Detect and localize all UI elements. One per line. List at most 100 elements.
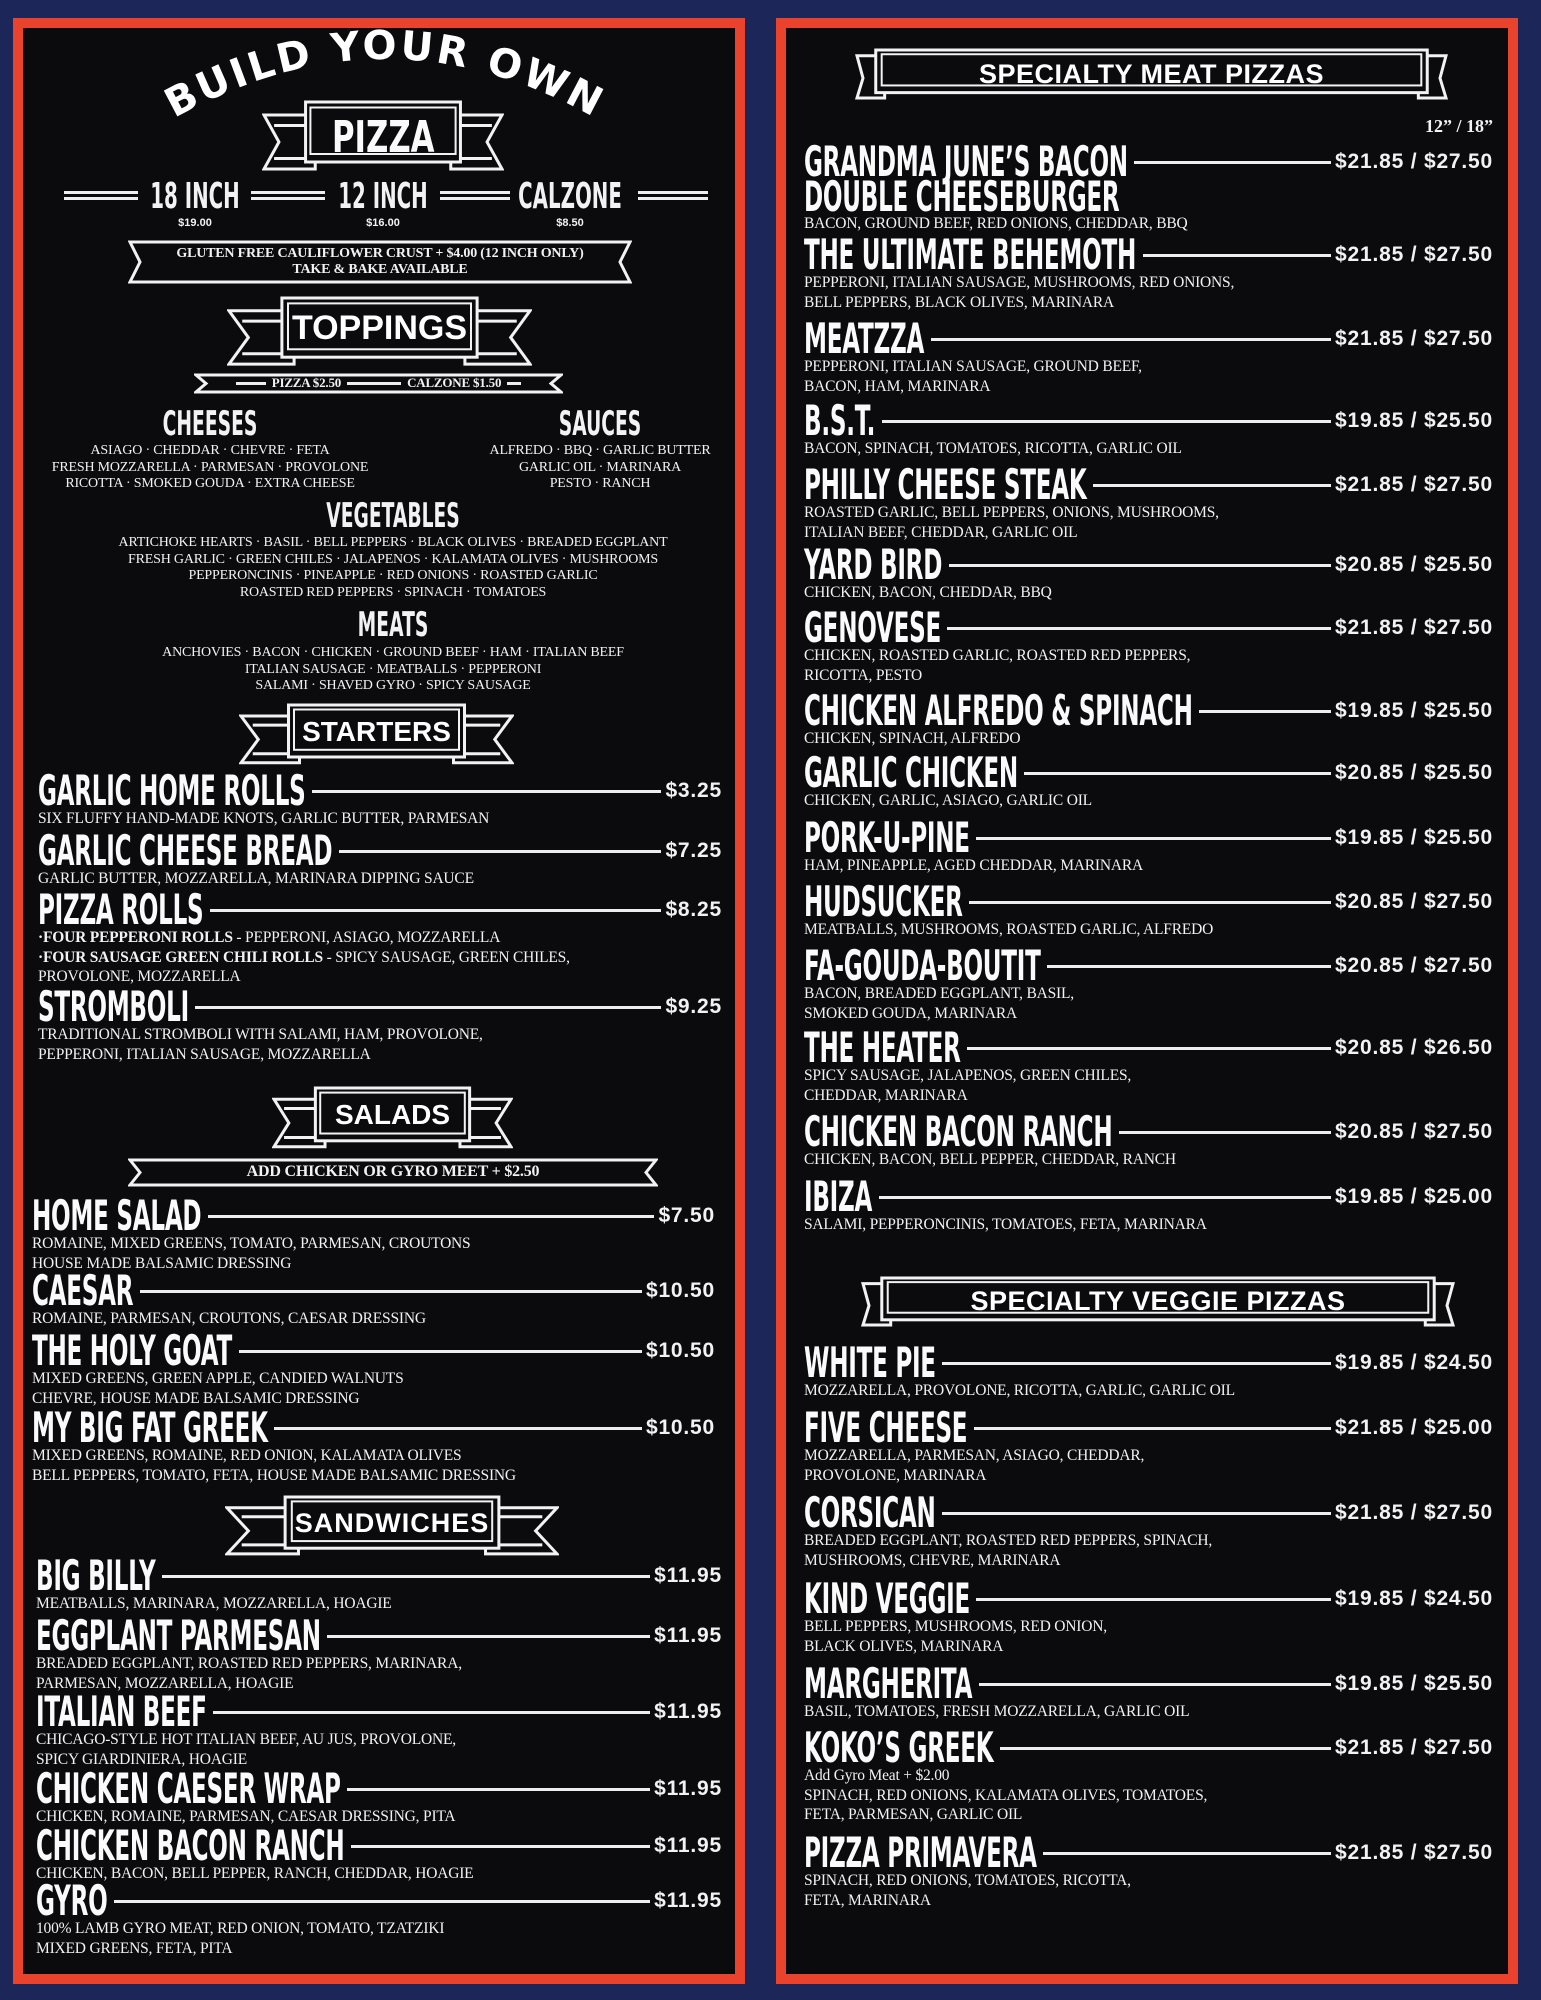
menu-item-price: $20.85 / $27.50 bbox=[1335, 1120, 1493, 1143]
menu-item: HUDSUCKER $20.85 / $27.50 MEATBALLS, MUSHR… bbox=[804, 881, 1493, 940]
menu-item-row: CHICKEN BACON RANCH $20.85 / $27.50 bbox=[804, 1111, 1493, 1153]
menu-item: GYRO $11.95 100% LAMB GYRO MEAT, RED ONION… bbox=[36, 1880, 722, 1958]
topping-list-line: ARTICHOKE HEARTS · BASIL · BELL PEPPERS … bbox=[118, 535, 668, 550]
menu-item: PIZZA PRIMAVERA $21.85 / $27.50 SPINACH, R… bbox=[804, 1832, 1493, 1910]
sandwiches-banner: SANDWICHES bbox=[225, 1495, 559, 1559]
menu-item-description: BASIL, TOMATOES, FRESH MOZZARELLA, GARLI… bbox=[804, 1703, 1190, 1720]
menu-item-title: CHICKEN BACON RANCH bbox=[36, 1825, 345, 1867]
specialty-meat-title: SPECIALTY MEAT PIZZAS bbox=[978, 58, 1325, 89]
menu-item-row: EGGPLANT PARMESAN $11.95 bbox=[36, 1611, 722, 1660]
topping-list-line: PEPPERONCINIS · PINEAPPLE · RED ONIONS ·… bbox=[188, 568, 598, 583]
menu-item-title: PHILLY CHEESE STEAK bbox=[804, 460, 1087, 509]
menu-item-title: PIZZA PRIMAVERA bbox=[804, 1832, 1037, 1874]
menu-item-price: $19.85 / $25.00 bbox=[1335, 1185, 1493, 1208]
topping-list-line: ANCHOVIES · BACON · CHICKEN · GROUND BEE… bbox=[162, 645, 624, 660]
menu-item-row: GARLIC CHICKEN $20.85 / $25.50 bbox=[804, 748, 1493, 797]
menu-item: GARLIC CHICKEN $20.85 / $25.50 CHICKEN, GA… bbox=[804, 748, 1493, 811]
menu-item-name: KIND VEGGIE bbox=[804, 1574, 970, 1623]
menu-item-price: $19.85 / $24.50 bbox=[1335, 1587, 1493, 1610]
menu-item-row: MARGHERITA $19.85 / $25.50 bbox=[804, 1663, 1493, 1705]
menu-item: FIVE CHEESE $21.85 / $25.00 MOZZARELLA, PA… bbox=[804, 1407, 1493, 1485]
right-menu-panel bbox=[776, 18, 1518, 1984]
menu-item-description: 100% LAMB GYRO MEAT, RED ONION, TOMATO, … bbox=[36, 1920, 445, 1937]
menu-item-description: MIXED GREENS, GREEN APPLE, CANDIED WALNU… bbox=[32, 1370, 404, 1387]
leader-line bbox=[1199, 709, 1332, 713]
menu-item-row: GARLIC HOME ROLLS $3.25 bbox=[38, 766, 722, 815]
menu-item: WHITE PIE $19.85 / $24.50 MOZZARELLA, PROV… bbox=[804, 1338, 1493, 1401]
divider-lines bbox=[64, 191, 138, 200]
menu-item: B.S.T. $19.85 / $25.50 BACON, SPINACH, TOM… bbox=[804, 400, 1493, 459]
divider-lines bbox=[638, 191, 708, 200]
menu-item-description: MOZZARELLA, PROVOLONE, RICOTTA, GARLIC, … bbox=[804, 1382, 1235, 1399]
leader-line bbox=[1143, 253, 1332, 257]
menu-item-price: $19.85 / $24.50 bbox=[1335, 1351, 1493, 1374]
menu-item-name: BIG BILLY bbox=[36, 1551, 156, 1600]
menu-item-row: PHILLY CHEESE STEAK $21.85 / $27.50 bbox=[804, 460, 1493, 509]
menu-item-description: SPICY GIARDINIERA, HOAGIE bbox=[36, 1750, 247, 1768]
menu-item-price: $21.85 / $27.50 bbox=[1335, 473, 1493, 496]
menu-item: IBIZA $19.85 / $25.00 SALAMI, PEPPERONCINI… bbox=[804, 1172, 1493, 1235]
divider bbox=[347, 382, 402, 385]
menu-item-description: FETA, PARMESAN, GARLIC OIL bbox=[804, 1806, 1023, 1823]
menu-item-name-line2: DOUBLE CHEESEBURGER bbox=[804, 172, 1120, 221]
menu-item-title: GYRO bbox=[36, 1880, 108, 1922]
size-price: $8.50 bbox=[556, 217, 584, 229]
menu-item-price: $11.95 bbox=[654, 1777, 722, 1800]
topping-group-heading: SAUCES bbox=[558, 404, 642, 444]
menu-item-name: EGGPLANT PARMESAN bbox=[36, 1611, 321, 1660]
menu-item-description: CHICKEN, ROASTED GARLIC, ROASTED RED PEP… bbox=[804, 647, 1191, 664]
menu-item-row: THE HEATER $20.85 / $26.50 bbox=[804, 1027, 1493, 1069]
size-name: 12 INCH bbox=[338, 176, 428, 217]
sub-item-name: ·FOUR PEPPERONI ROLLS bbox=[38, 929, 233, 946]
menu-item-name: GARLIC HOME ROLLS bbox=[38, 766, 306, 815]
sandwiches-banner-title: SANDWICHES bbox=[294, 1507, 490, 1538]
menu-item: CORSICAN $21.85 / $27.50 BREADED EGGPLANT,… bbox=[804, 1492, 1493, 1570]
menu-item-row: GYRO $11.95 bbox=[36, 1880, 722, 1922]
note-line: TAKE & BAKE AVAILABLE bbox=[292, 262, 468, 277]
menu-item-title: EGGPLANT PARMESAN bbox=[36, 1611, 321, 1660]
ribbon-shape bbox=[262, 100, 504, 171]
starters-banner-title: STARTERS bbox=[302, 715, 451, 747]
menu-item-name: THE HOLY GOAT bbox=[32, 1326, 233, 1375]
menu-item-description: CHICKEN, ROMAINE, PARMESAN, CAESAR DRESS… bbox=[36, 1808, 456, 1825]
menu-item-description: BLACK OLIVES, MARINARA bbox=[804, 1637, 1004, 1655]
menu-item-price: $20.85 / $27.50 bbox=[1335, 954, 1493, 977]
menu-item-description: BREADED EGGPLANT, ROASTED RED PEPPERS, M… bbox=[36, 1655, 462, 1672]
sub-item-name: ·FOUR SAUSAGE GREEN CHILI ROLLS bbox=[38, 948, 323, 966]
menu-item-row: CHICKEN CAESER WRAP $11.95 bbox=[36, 1768, 722, 1810]
menu-item-price: $8.25 bbox=[665, 898, 722, 921]
toppings-banner: TOPPINGS bbox=[227, 296, 532, 370]
menu-item-description: CHICKEN, SPINACH, ALFREDO bbox=[804, 730, 1021, 747]
flag-shape bbox=[861, 1276, 1455, 1327]
menu-item-name: STROMBOLI bbox=[38, 982, 189, 1031]
sub-item-details: - SPICY SAUSAGE, GREEN CHILES, bbox=[322, 948, 570, 966]
menu-item-name: WHITE PIE bbox=[804, 1338, 936, 1387]
menu-item: HOME SALAD $7.50 ROMAINE, MIXED GREENS, TO… bbox=[32, 1195, 715, 1273]
menu-item-description: PARMESAN, MOZZARELLA, HOAGIE bbox=[36, 1674, 294, 1692]
menu-item-price: $10.50 bbox=[645, 1339, 715, 1362]
menu-item-name: PHILLY CHEESE STEAK bbox=[804, 460, 1087, 509]
menu-item-name: GARLIC CHICKEN bbox=[804, 748, 1018, 797]
menu-item-title: GRANDMA JUNE’S BACON bbox=[804, 141, 1128, 183]
menu-item-description: CHICKEN, BACON, BELL PEPPER, RANCH, CHED… bbox=[36, 1865, 474, 1882]
leader-line bbox=[967, 1046, 1332, 1050]
menu-item-description: BREADED EGGPLANT, ROASTED RED PEPPERS, S… bbox=[804, 1532, 1212, 1549]
menu-item-title: THE HEATER bbox=[804, 1027, 961, 1069]
menu-item-name: IBIZA bbox=[804, 1172, 873, 1221]
menu-item-description: BELL PEPPERS, MUSHROOMS, RED ONION, bbox=[804, 1618, 1107, 1635]
menu-item: EGGPLANT PARMESAN $11.95 BREADED EGGPLANT,… bbox=[36, 1611, 722, 1693]
menu-item: THE HOLY GOAT $10.50 MIXED GREENS, GREEN A… bbox=[32, 1326, 715, 1408]
menu-item-row: IBIZA $19.85 / $25.00 bbox=[804, 1172, 1493, 1221]
menu-item-description: BELL PEPPERS, TOMATO, FETA, HOUSE MADE B… bbox=[32, 1466, 516, 1484]
menu-item-addon-note: Add Gyro Meat + $2.00 bbox=[804, 1767, 950, 1784]
menu-item-price: $7.25 bbox=[665, 839, 722, 862]
pizza-banner-title: PIZZA bbox=[331, 112, 435, 163]
menu-item: ITALIAN BEEF $11.95 CHICAGO-STYLE HOT ITAL… bbox=[36, 1691, 722, 1769]
menu-item-title: WHITE PIE bbox=[804, 1338, 936, 1387]
menu-item-title: GENOVESE bbox=[804, 607, 941, 649]
menu-item-description: CHICAGO-STYLE HOT ITALIAN BEEF, AU JUS, … bbox=[36, 1731, 456, 1748]
menu-item-description: PROVOLONE, MARINARA bbox=[804, 1466, 987, 1484]
menu-item-title: THE ULTIMATE BEHEMOTH bbox=[804, 234, 1137, 276]
salad-addon-bar: ADD CHICKEN OR GYRO MEET + $2.50 bbox=[128, 1158, 658, 1187]
menu-item-description: SMOKED GOUDA, MARINARA bbox=[804, 1004, 1018, 1022]
